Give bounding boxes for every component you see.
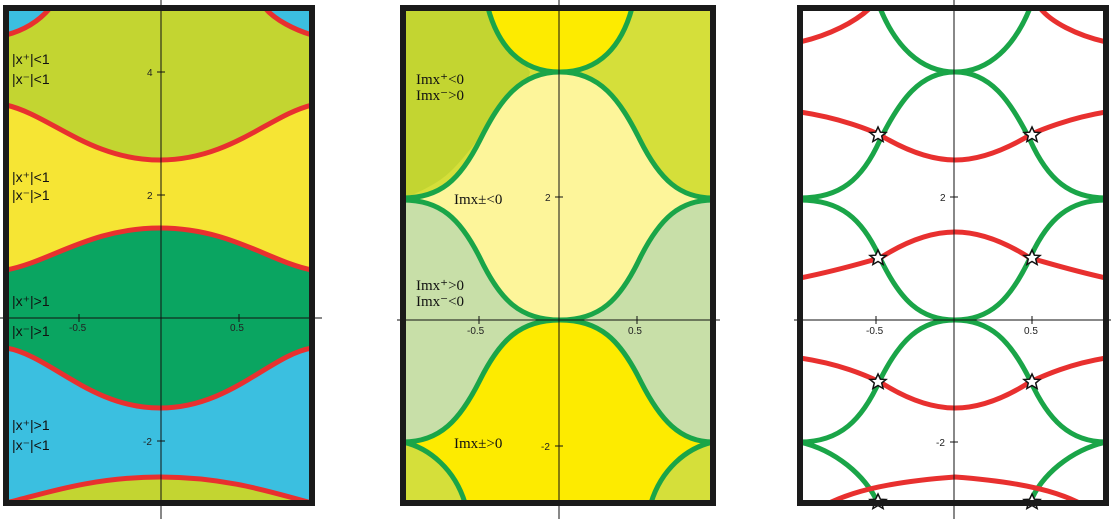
imaginary-curve [559, 317, 713, 445]
x-tick-label: -0.5 [866, 326, 884, 337]
region-upper-yellow-cap [488, 8, 632, 72]
region-label: |x⁺|>1 [12, 293, 50, 309]
x-tick-label: 0.5 [230, 323, 244, 334]
region-upper-left-dark [403, 8, 530, 198]
modulus-curve [6, 102, 312, 163]
overlay-green-curve [1027, 439, 1106, 503]
overlay-green-curve [800, 439, 881, 503]
panel-overlay: -0.5 0.5 2 -2 [794, 0, 1111, 519]
imaginary-curve [403, 317, 561, 445]
region-label: |x⁻|<1 [12, 71, 50, 87]
overlay-red-curve [1038, 8, 1106, 45]
x-tick-label: -0.5 [467, 326, 485, 337]
imaginary-curve [403, 439, 468, 503]
x-tick-label: 0.5 [1024, 326, 1038, 337]
modulus-curve [6, 474, 312, 503]
region-yellow-bottom [403, 320, 713, 503]
region-bottom-cap [6, 477, 312, 503]
y-tick-label: -2 [143, 437, 152, 448]
panel-imaginary: -0.5 0.5 2 -2 Imx⁺<0 Imx⁻>0 Imx±<0 Imx⁺>… [397, 0, 720, 519]
region-label: |x⁻|<1 [12, 437, 50, 453]
star-icon [1022, 125, 1042, 144]
region-label: Imx±<0 [454, 192, 502, 208]
region-label: |x⁻|>1 [12, 323, 50, 339]
imaginary-curve [559, 69, 713, 201]
imaginary-curve [403, 69, 561, 201]
panel-frame [3, 5, 315, 506]
modulus-curve [6, 225, 312, 273]
region-top-cap-left [6, 8, 50, 35]
y-tick-label: -2 [541, 442, 550, 453]
y-tick-label: 2 [545, 193, 551, 204]
x-tick-label: 0.5 [628, 326, 642, 337]
star-icon [1022, 372, 1042, 391]
overlay-red-curve [800, 109, 1106, 163]
region-label: Imx⁺<0 [416, 72, 464, 88]
y-tick-label: 2 [147, 191, 153, 202]
region-label: Imx±>0 [454, 436, 502, 452]
panel-frame [400, 5, 716, 506]
region-label: Imx⁺>0 [416, 278, 464, 294]
region-label: |x⁺|<1 [12, 51, 50, 67]
star-icon [868, 372, 888, 391]
x-tick-label: -0.5 [69, 323, 87, 334]
region-label: Imx⁻>0 [416, 88, 464, 104]
imaginary-curve [648, 439, 713, 503]
region-x-plus-lt1-x-minus-gt1 [6, 105, 312, 270]
y-tick-label: 2 [940, 193, 946, 204]
region-bottom-right-cap [651, 442, 713, 503]
region-x-plus-lt1-x-minus-lt1 [6, 8, 312, 160]
y-tick-label: -2 [936, 438, 945, 449]
region-light-green-band-left [403, 200, 560, 442]
star-icon [868, 248, 888, 267]
overlay-red-curve [800, 355, 1106, 411]
overlay-red-curve [800, 229, 1106, 281]
panel-modulus: -0.5 0.5 4 2 -2 |x⁺|<1 |x⁻|<1 |x⁺|<1 |x⁻… [0, 0, 322, 519]
star-icon [868, 125, 888, 144]
region-label: |x⁺|<1 [12, 169, 50, 185]
region-bottom-left-cap [403, 442, 465, 503]
panel-frame [797, 5, 1109, 506]
modulus-curve [6, 345, 312, 411]
overlay-red-curve [800, 8, 872, 45]
region-label: |x⁺|>1 [12, 417, 50, 433]
y-tick-label: 4 [147, 68, 153, 79]
star-icon [1022, 248, 1042, 267]
region-label: Imx⁻<0 [416, 294, 464, 310]
region-label: |x⁻|>1 [12, 187, 50, 203]
